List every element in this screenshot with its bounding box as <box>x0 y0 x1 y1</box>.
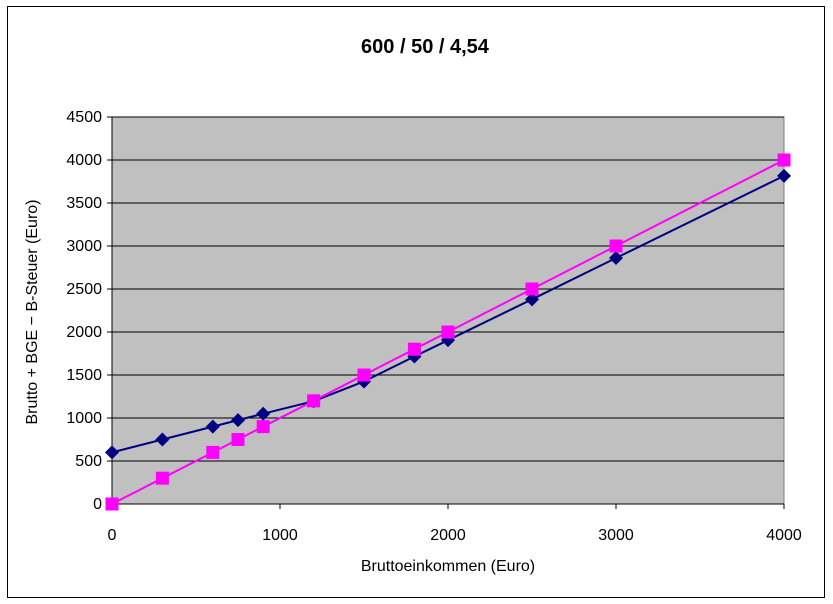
series-1-point-1 <box>155 471 169 485</box>
series-1-point-11 <box>777 153 791 167</box>
series-1-point-3 <box>231 433 245 446</box>
x-axis-label: Bruttoeinkommen (Euro) <box>361 558 535 575</box>
series-1-point-8 <box>441 325 455 339</box>
y-tick-label-9: 4500 <box>66 109 102 126</box>
series-0-point-4 <box>256 406 271 421</box>
y-tick-label-7: 3500 <box>66 195 102 212</box>
series-1-point-4 <box>256 420 270 434</box>
series-1-point-10 <box>609 239 623 253</box>
series-0-point-9 <box>525 292 539 307</box>
y-tick-label-4: 2000 <box>66 324 102 341</box>
series-0-point-3 <box>231 413 245 428</box>
x-tick-label-0: 0 <box>108 527 117 544</box>
series-1-point-7 <box>407 342 421 356</box>
plot-area: 0 500 1000 1500 2000 2500 3000 3500 4000 4500 0 100… <box>66 109 801 544</box>
series-1-line <box>111 159 785 505</box>
y-tick-label-6: 3000 <box>66 238 102 255</box>
plot-background <box>111 116 785 505</box>
y-tick-label-0: 0 <box>93 496 102 513</box>
x-tick-label-4: 4000 <box>766 527 802 544</box>
series-0-point-10 <box>609 251 623 266</box>
x-tick-label-3: 3000 <box>598 527 634 544</box>
series-0-point-1 <box>155 432 170 447</box>
series-1-point-9 <box>525 282 539 296</box>
y-tick-label-5: 2500 <box>66 281 102 298</box>
series-1-point-2 <box>206 445 220 459</box>
series-0-line <box>111 175 785 454</box>
x-tick-label-2: 2000 <box>430 527 466 544</box>
series-1-point-5 <box>307 394 321 408</box>
series-1-point-0 <box>105 497 119 511</box>
series-0-point-2 <box>205 419 220 434</box>
series-0-point-11 <box>777 168 791 183</box>
y-tick-label-3: 1500 <box>66 367 102 384</box>
chart-title: 600 / 50 / 4,54 <box>361 36 490 58</box>
series-1-point-6 <box>357 368 371 382</box>
y-tick-label-8: 4000 <box>66 152 102 169</box>
y-tick-label-2: 1000 <box>66 410 102 427</box>
y-tick-label-1: 500 <box>75 453 102 470</box>
x-tick-label-1: 1000 <box>262 527 298 544</box>
y-axis-label: Brutto + BGE − B-Steuer (Euro) <box>24 200 41 425</box>
series-0-point-0 <box>105 445 119 460</box>
